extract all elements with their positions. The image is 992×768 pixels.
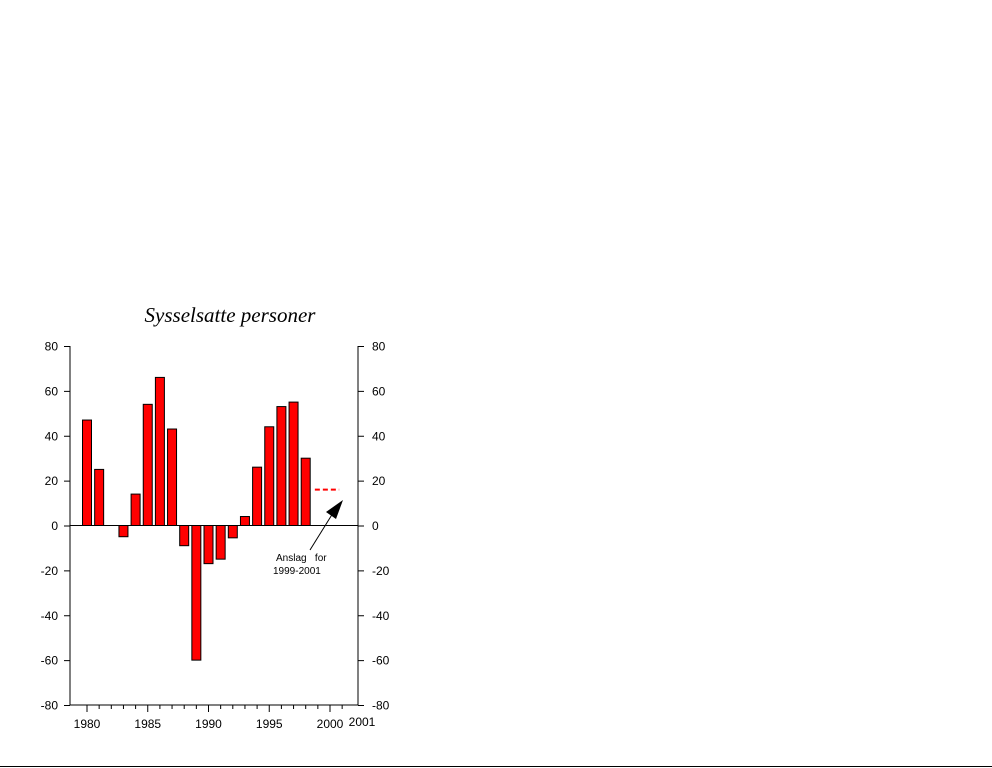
x-tick-label: 2000: [317, 717, 344, 731]
annotation-line2: 1999-2001: [273, 566, 321, 577]
y-tick-label-left: 20: [45, 474, 59, 488]
bar-1994: [252, 466, 263, 527]
annotation-arrow-line: [309, 512, 334, 551]
y-tick-label-right: 0: [372, 519, 379, 533]
x-tick-label: 2001: [349, 715, 376, 729]
chart-title: Sysselsatte personer: [145, 303, 317, 327]
y-tick-label-left: -60: [41, 654, 59, 668]
annotation-arrow-head: [326, 500, 343, 519]
y-tick-label-left: 60: [45, 384, 59, 398]
y-tick-label-right: 80: [372, 340, 386, 354]
bar-1996: [276, 406, 287, 526]
y-tick-label-left: -20: [41, 564, 59, 578]
bar-1993: [239, 516, 250, 527]
y-tick-label-left: -40: [41, 609, 59, 623]
bar-1995: [264, 426, 275, 526]
bottom-border: [0, 766, 992, 767]
bar-1989: [191, 525, 202, 661]
x-tick-label: 1985: [134, 717, 161, 731]
y-tick-label-left: -80: [41, 699, 59, 713]
x-tick-label: 1980: [74, 717, 101, 731]
y-tick-label-left: 40: [45, 429, 59, 443]
y-tick-label-right: 40: [372, 429, 386, 443]
y-tick-label-left: 80: [45, 340, 59, 354]
y-tick-label-left: 0: [51, 519, 58, 533]
bar-1980: [82, 419, 92, 527]
bar-1985: [142, 403, 153, 526]
y-tick-label-right: -40: [372, 609, 390, 623]
bar-1981: [94, 468, 105, 526]
bar-1992: [227, 525, 238, 539]
bar-1988: [179, 525, 190, 547]
bar-1991: [215, 525, 226, 560]
x-tick-label: 1990: [195, 717, 222, 731]
bar-1997: [288, 401, 299, 526]
bar-1983: [118, 525, 129, 538]
bar-1998: [300, 457, 311, 526]
bar-1984: [130, 493, 141, 526]
annotation-line1: Anslag for: [276, 553, 327, 564]
y-tick-label-right: 20: [372, 474, 386, 488]
y-tick-label-right: 60: [372, 384, 386, 398]
y-tick-label-right: -80: [372, 699, 390, 713]
bar-1987: [167, 428, 178, 526]
bar-1990: [203, 525, 214, 565]
bar-1986: [154, 376, 165, 526]
x-tick-label: 1995: [256, 717, 283, 731]
y-tick-label-right: -60: [372, 654, 390, 668]
y-tick-label-right: -20: [372, 564, 390, 578]
